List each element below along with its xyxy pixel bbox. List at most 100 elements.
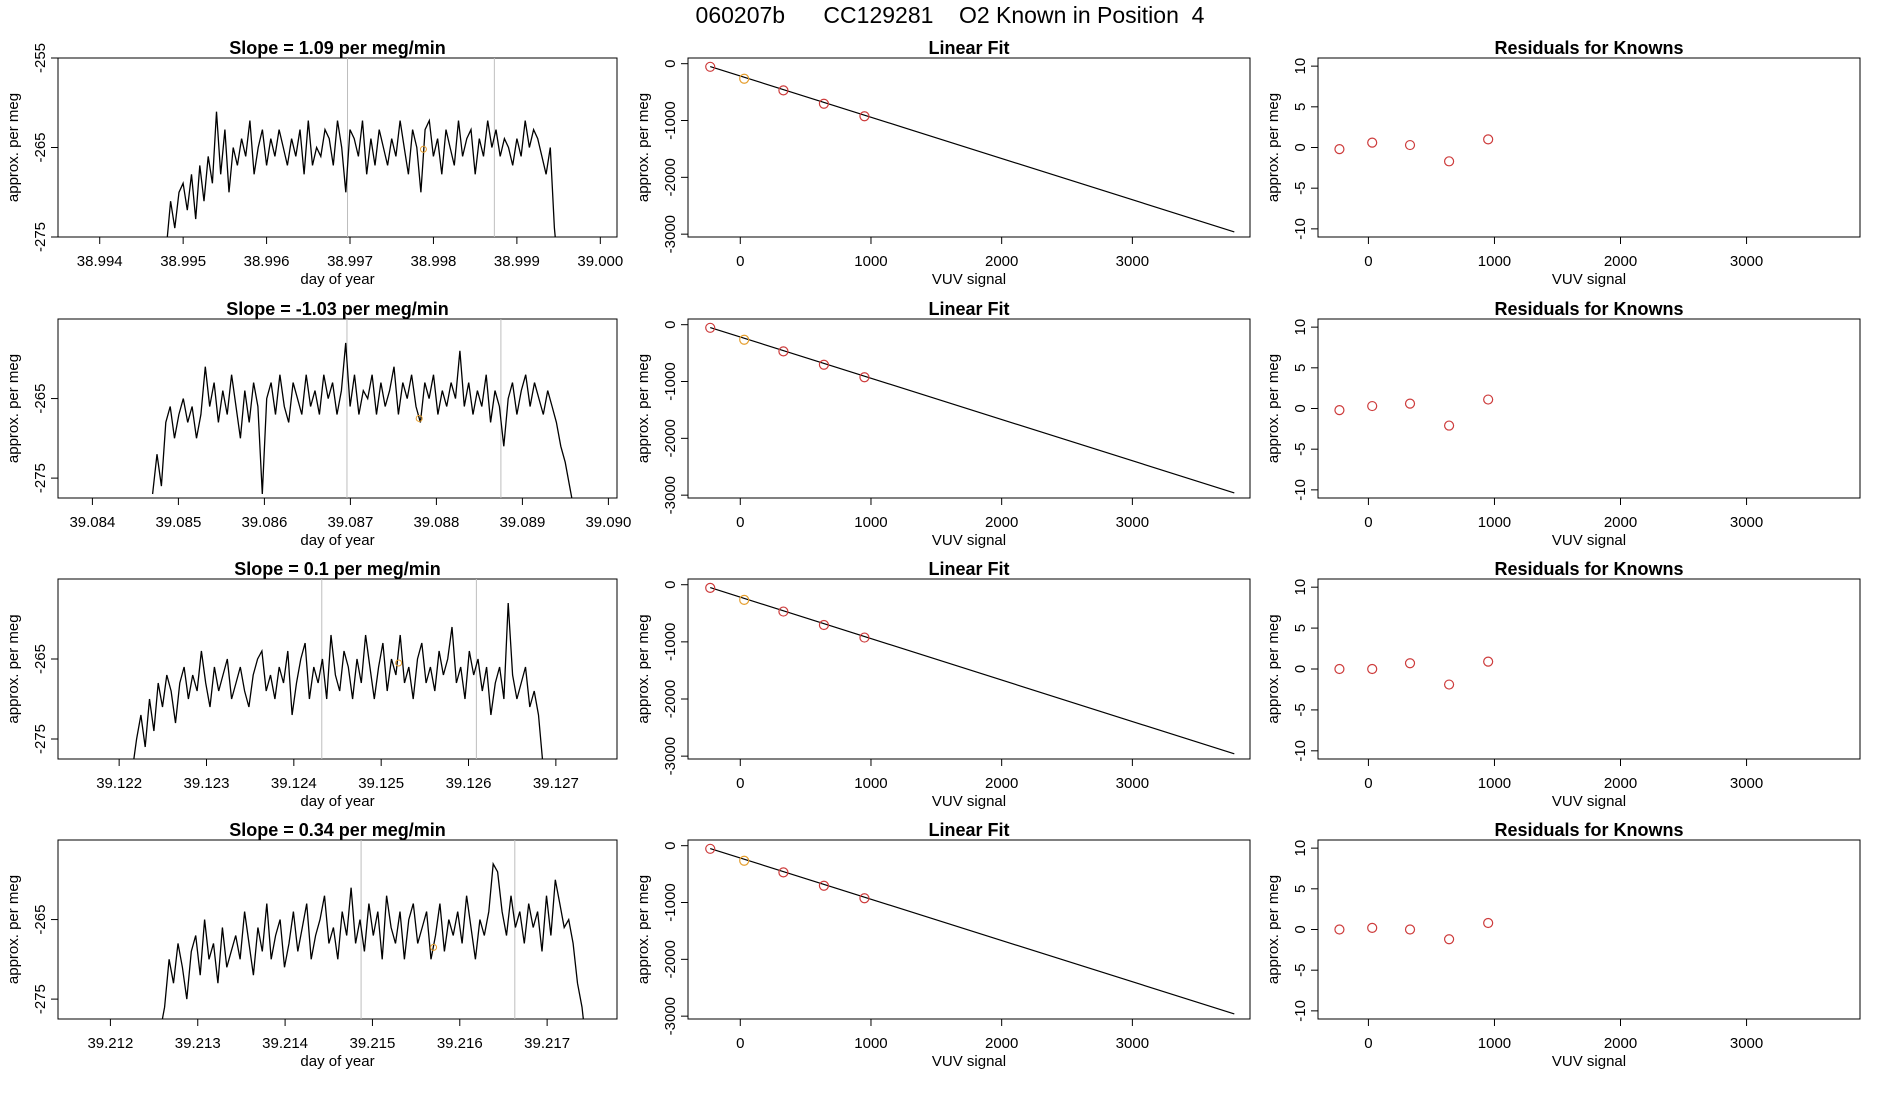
y-tick-label: 0 <box>662 321 679 329</box>
residual-point <box>1404 139 1416 151</box>
y-tick-label: 0 <box>662 581 679 589</box>
y-tick-label: -265 <box>32 644 49 674</box>
x-tick-label: 39.089 <box>499 514 545 531</box>
y-tick-label: 10 <box>1292 319 1309 336</box>
y-tick-label: 0 <box>1292 925 1309 933</box>
y-axis-label: approx. per meg <box>1265 354 1282 463</box>
x-tick-label: 39.123 <box>184 775 230 792</box>
plot-frame <box>57 318 618 499</box>
x-axis-label: VUV signal <box>932 793 1006 810</box>
y-tick-label: -1000 <box>662 883 679 921</box>
plot-frame <box>1317 57 1861 238</box>
y-tick-label: -10 <box>1292 218 1309 240</box>
x-tick-label: 0 <box>1364 514 1372 531</box>
residual-point <box>1367 400 1378 412</box>
data-point <box>705 582 716 593</box>
residual-point <box>1334 663 1345 675</box>
x-tick-label: 0 <box>1364 775 1372 792</box>
chart-panel-fit-3: Linear Fit 0 1000 2000 3000 VUV signal 0 -1000 -… <box>635 559 1251 810</box>
chart-panel-residuals-4: Residuals for Knowns 0 1000 2000 3000 VUV sig… <box>1265 820 1861 1070</box>
x-axis-label: VUV signal <box>1552 532 1626 549</box>
x-tick-label: 0 <box>1364 253 1372 270</box>
x-tick-label: 39.212 <box>87 1035 133 1052</box>
residual-point <box>1483 917 1494 929</box>
x-axis-label: VUV signal <box>1552 1053 1626 1070</box>
x-axis-label: VUV signal <box>932 271 1006 288</box>
data-point <box>778 346 789 357</box>
x-tick-label: 0 <box>736 775 744 792</box>
y-tick-label: 0 <box>1292 143 1309 151</box>
series-trace <box>151 342 573 498</box>
chart-title: Residuals for Knowns <box>1494 299 1683 319</box>
highlight-point <box>395 659 403 667</box>
x-tick-label: 2000 <box>1604 1035 1637 1052</box>
y-axis-label: approx. per meg <box>1265 614 1282 723</box>
x-tick-label: 38.996 <box>244 253 290 270</box>
chart-title: Residuals for Knowns <box>1494 820 1683 840</box>
x-tick-label: 39.213 <box>175 1035 221 1052</box>
y-tick-label: -3000 <box>662 215 679 253</box>
x-tick-label: 3000 <box>1730 1035 1763 1052</box>
residual-point <box>1404 924 1416 935</box>
x-tick-label: 38.998 <box>411 253 457 270</box>
y-tick-label: -2000 <box>662 419 679 457</box>
x-tick-label: 2000 <box>985 253 1018 270</box>
series-trace <box>161 861 584 1019</box>
fit-line <box>710 65 1235 233</box>
fit-line <box>710 847 1235 1015</box>
x-tick-label: 0 <box>736 253 744 270</box>
x-axis-label: VUV signal <box>932 1053 1006 1070</box>
residual-point <box>1443 156 1455 167</box>
residual-point <box>1367 663 1378 675</box>
y-axis-label: approx. per meg <box>5 614 22 723</box>
y-tick-label: -5 <box>1292 443 1309 456</box>
x-tick-label: 0 <box>736 514 744 531</box>
data-point <box>859 632 870 643</box>
x-tick-label: 1000 <box>854 514 887 531</box>
chart-title: Slope = 1.09 per meg/min <box>229 38 446 58</box>
data-point <box>859 372 870 383</box>
x-axis-label: VUV signal <box>1552 793 1626 810</box>
x-tick-label: 1000 <box>1478 253 1511 270</box>
x-tick-label: 2000 <box>1604 775 1637 792</box>
y-tick-label: -1000 <box>662 362 679 400</box>
y-tick-label: -275 <box>32 463 49 493</box>
page-title: 060207b CC129281 O2 Known in Position 4 <box>695 2 1205 28</box>
plot-frame <box>1317 839 1861 1020</box>
fit-line <box>710 586 1235 755</box>
y-tick-label: 0 <box>1292 404 1309 412</box>
y-axis-label: approx. per meg <box>1265 875 1282 984</box>
residual-point <box>1483 656 1494 667</box>
x-axis-label: day of year <box>300 1053 374 1070</box>
x-tick-label: 1000 <box>854 775 887 792</box>
x-tick-label: 0 <box>736 1035 744 1052</box>
residual-point <box>1443 934 1455 945</box>
y-tick-label: -3000 <box>662 476 679 514</box>
chart-panel-slope-2: Slope = -1.03 per meg/min 39.084 39.085 39.… <box>5 299 631 549</box>
plot-frame <box>687 57 1251 238</box>
y-tick-label: -2000 <box>662 680 679 718</box>
x-axis-label: VUV signal <box>932 532 1006 549</box>
x-tick-label: 3000 <box>1730 514 1763 531</box>
data-point <box>705 843 716 854</box>
y-axis-label: approx. per meg <box>635 875 652 984</box>
chart-panel-slope-3: Slope = 0.1 per meg/min 39.122 39.123 39.12… <box>5 559 618 810</box>
y-tick-label: -10 <box>1292 1000 1309 1022</box>
x-tick-label: 39.216 <box>437 1035 483 1052</box>
x-tick-label: 2000 <box>1604 514 1637 531</box>
chart-title: Linear Fit <box>928 820 1009 840</box>
residual-point <box>1404 658 1416 669</box>
residual-point <box>1483 134 1494 145</box>
x-tick-label: 39.122 <box>96 775 142 792</box>
x-tick-label: 39.125 <box>358 775 404 792</box>
data-point <box>739 855 750 866</box>
residual-point <box>1443 420 1455 431</box>
x-tick-label: 0 <box>1364 1035 1372 1052</box>
data-point <box>818 619 830 631</box>
x-tick-label: 1000 <box>1478 775 1511 792</box>
y-axis-label: approx. per meg <box>1265 93 1282 202</box>
y-tick-label: -255 <box>32 43 49 73</box>
y-axis-label: approx. per meg <box>5 875 22 984</box>
x-tick-label: 2000 <box>985 775 1018 792</box>
data-point <box>739 594 750 605</box>
